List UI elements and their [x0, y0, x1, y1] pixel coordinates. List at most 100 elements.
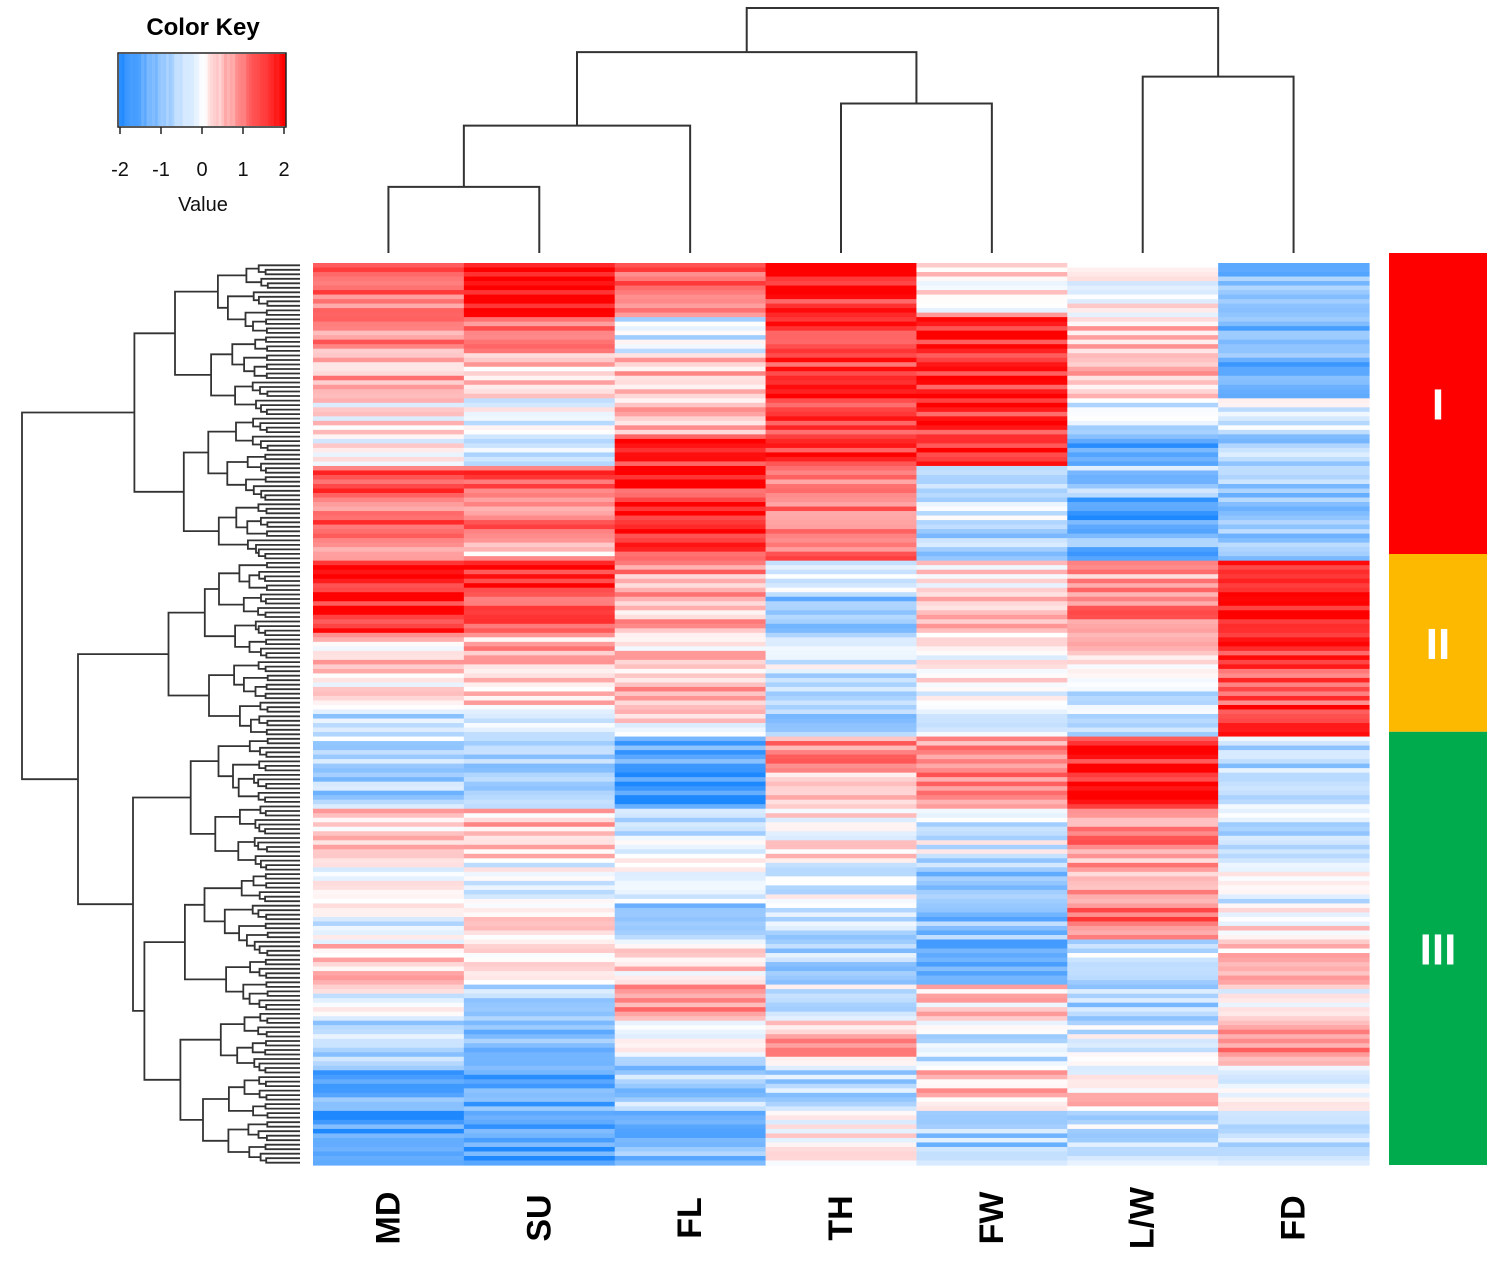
heatmap-cell [916, 686, 1068, 693]
heatmap-cell [1218, 953, 1370, 959]
heatmap-cell [614, 921, 767, 927]
heatmap-cell [765, 443, 918, 449]
heatmap-cell [313, 894, 465, 900]
heatmap-cell [313, 709, 465, 715]
heatmap-cell [463, 637, 616, 643]
heatmap-cell [1218, 623, 1370, 629]
heatmap-cell [1218, 957, 1370, 963]
heatmap-cell [765, 822, 918, 828]
heatmap-cell [916, 1052, 1068, 1058]
row-dendrogram-branch [265, 1031, 300, 1038]
heatmap-cell [614, 610, 767, 616]
row-dendrogram-branch [266, 1121, 300, 1128]
heatmap-cell [1218, 1160, 1370, 1166]
heatmap-cell [614, 1155, 767, 1162]
heatmap-cell [1067, 290, 1219, 296]
heatmap-cell [765, 691, 918, 697]
heatmap-cell [916, 438, 1068, 444]
heatmap-cell [765, 1092, 918, 1098]
heatmap-cell [1218, 353, 1370, 359]
color-key-strip [273, 54, 278, 126]
column-dendrogram [387, 7, 1295, 253]
heatmap-cell [765, 276, 918, 282]
heatmap-cell [463, 1128, 616, 1135]
heatmap-cell [1067, 632, 1219, 638]
heatmap-cell [614, 1074, 767, 1080]
heatmap-cell [313, 939, 465, 945]
heatmap-cell [614, 704, 767, 711]
heatmap-cell [1218, 925, 1370, 932]
heatmap-cell [463, 763, 616, 769]
heatmap-cell [1067, 876, 1219, 882]
heatmap-cell [1067, 533, 1219, 539]
heatmap-cell [1067, 686, 1219, 693]
heatmap-cell [916, 529, 1068, 535]
row-dendrogram-branch [228, 1086, 254, 1112]
row-dendrogram-branch [264, 1067, 300, 1074]
heatmap-cell [1218, 524, 1370, 530]
color-key-tick-label: 1 [237, 159, 248, 181]
heatmap-cell [765, 488, 918, 494]
heatmap-cell [313, 668, 465, 675]
heatmap-cell [916, 357, 1068, 363]
heatmap-cell [1218, 344, 1370, 350]
heatmap-cell [765, 263, 918, 269]
heatmap-cell [1067, 790, 1219, 796]
heatmap-cell [1218, 402, 1370, 408]
heatmap-cell [463, 768, 616, 774]
heatmap-cell [1218, 587, 1370, 593]
heatmap-cell [614, 587, 767, 593]
row-dendrogram-branch [266, 521, 300, 528]
heatmap-cell [614, 1011, 767, 1017]
heatmap-cell [1067, 1056, 1219, 1062]
row-dendrogram-branch [257, 909, 300, 918]
heatmap-cell [1067, 1038, 1219, 1044]
heatmap-cell [1067, 538, 1219, 544]
heatmap-cell [765, 542, 918, 548]
heatmap-cell [765, 1101, 918, 1107]
heatmap-cell [313, 1083, 465, 1089]
heatmap-cell [1067, 691, 1219, 697]
heatmap-cell [313, 335, 465, 341]
heatmap-cell [614, 596, 767, 602]
heatmap-cell [765, 587, 918, 593]
row-dendrogram-branch [265, 1040, 300, 1047]
heatmap-cell [614, 402, 767, 408]
heatmap-cell [765, 862, 918, 868]
heatmap-cell [1218, 357, 1370, 363]
heatmap-cell [916, 989, 1068, 995]
heatmap-cell [614, 1146, 767, 1153]
heatmap-cell [916, 308, 1068, 314]
heatmap-cell [313, 362, 465, 368]
row-dendrogram [21, 264, 300, 1164]
heatmap-cell [1218, 700, 1370, 706]
heatmap-cell [1067, 907, 1219, 914]
heatmap-cell [916, 520, 1068, 526]
heatmap-cell [313, 817, 465, 823]
row-dendrogram-branch [266, 846, 300, 853]
heatmap-cell [313, 1097, 465, 1103]
heatmap-cell [765, 1052, 918, 1058]
heatmap-cell [765, 1124, 918, 1130]
heatmap-cell [614, 614, 767, 620]
heatmap-cell [916, 980, 1068, 986]
row-dendrogram-branch [266, 354, 300, 361]
heatmap-cell [916, 736, 1068, 742]
heatmap-cell [313, 474, 465, 481]
heatmap-cell [1067, 1020, 1219, 1026]
heatmap-cell [313, 371, 465, 377]
heatmap-cell [313, 759, 465, 765]
heatmap-cell [1067, 502, 1219, 508]
row-dendrogram-branch [243, 1079, 260, 1095]
row-dendrogram-branch [243, 356, 267, 373]
row-dendrogram-branch [182, 451, 219, 532]
heatmap-cell [463, 488, 616, 494]
heatmap-cell [614, 263, 767, 269]
heatmap-cell [765, 673, 918, 679]
heatmap-cell [1067, 583, 1219, 589]
heatmap-cell [1067, 321, 1219, 327]
heatmap-cell [916, 326, 1068, 332]
row-dendrogram-branch [203, 887, 242, 923]
row-dendrogram-branch [238, 925, 266, 942]
color-key-strip [207, 54, 211, 126]
